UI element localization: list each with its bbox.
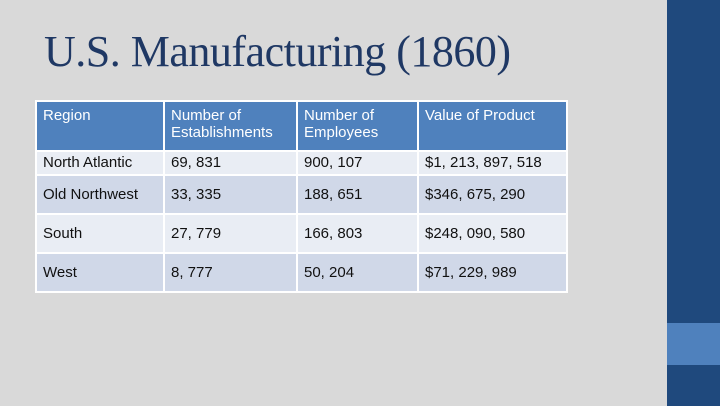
manufacturing-table: Region Number of Establishments Number o…: [35, 100, 568, 293]
table-row: South 27, 779 166, 803 $248, 090, 580: [37, 215, 566, 254]
cell-establishments: 33, 335: [165, 176, 298, 215]
cell-region: North Atlantic: [37, 152, 165, 176]
cell-region: Old Northwest: [37, 176, 165, 215]
cell-employees: 900, 107: [298, 152, 419, 176]
header-region: Region: [37, 102, 165, 152]
header-establishments: Number of Establishments: [165, 102, 298, 152]
side-decor-bar: [667, 0, 720, 406]
side-decor-block-accent: [667, 323, 720, 365]
table-header-row: Region Number of Establishments Number o…: [37, 102, 566, 152]
table-row: North Atlantic 69, 831 900, 107 $1, 213,…: [37, 152, 566, 176]
side-decor-block-top: [667, 0, 720, 281]
cell-value: $1, 213, 897, 518: [419, 152, 566, 176]
table-row: West 8, 777 50, 204 $71, 229, 989: [37, 254, 566, 291]
cell-value: $346, 675, 290: [419, 176, 566, 215]
cell-value: $71, 229, 989: [419, 254, 566, 291]
cell-region: South: [37, 215, 165, 254]
cell-establishments: 27, 779: [165, 215, 298, 254]
side-decor-block-bottom: [667, 365, 720, 406]
header-value: Value of Product: [419, 102, 566, 152]
slide-title: U.S. Manufacturing (1860): [44, 27, 511, 76]
header-employees: Number of Employees: [298, 102, 419, 152]
cell-employees: 188, 651: [298, 176, 419, 215]
cell-establishments: 8, 777: [165, 254, 298, 291]
cell-region: West: [37, 254, 165, 291]
cell-employees: 166, 803: [298, 215, 419, 254]
table-row: Old Northwest 33, 335 188, 651 $346, 675…: [37, 176, 566, 215]
cell-establishments: 69, 831: [165, 152, 298, 176]
cell-value: $248, 090, 580: [419, 215, 566, 254]
cell-employees: 50, 204: [298, 254, 419, 291]
